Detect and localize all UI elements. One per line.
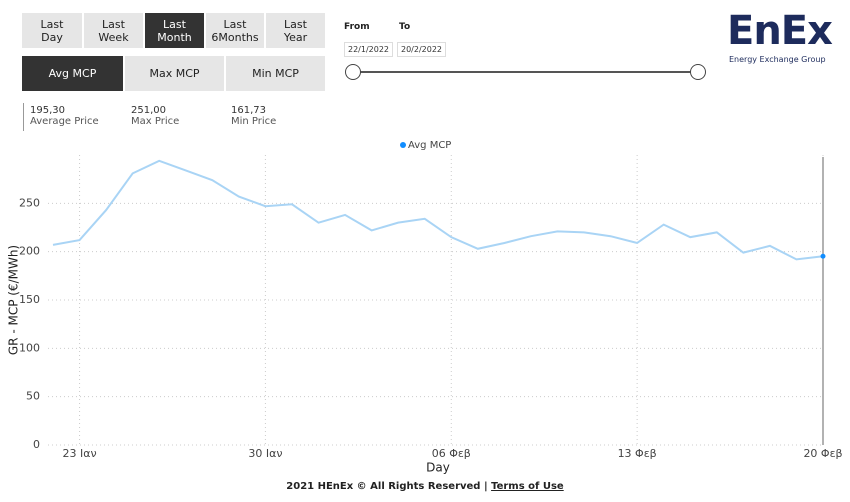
footer-text: 2021 HEnEx © All Rights Reserved | xyxy=(286,481,492,492)
period-button[interactable]: Last Year xyxy=(266,13,325,48)
y-tick-label: 200 xyxy=(19,245,40,258)
x-axis-title: Day xyxy=(426,461,450,475)
legend-marker xyxy=(400,142,406,148)
measure-button[interactable]: Max MCP xyxy=(125,56,224,91)
terms-link[interactable]: Terms of Use xyxy=(491,481,564,492)
point xyxy=(820,253,826,259)
stat-value: 195,30 xyxy=(30,105,65,116)
logo-title: EnEx xyxy=(727,8,833,54)
stat: 161,73 Min Price xyxy=(231,105,276,127)
x-tick-label: 13 Φεβ xyxy=(618,447,657,460)
y-tick-label: 250 xyxy=(19,196,40,209)
slider-handle[interactable] xyxy=(690,64,706,80)
stat-value: 161,73 xyxy=(231,105,266,116)
footer: 2021 HEnEx © All Rights Reserved | Terms… xyxy=(0,481,850,492)
y-tick-label: 100 xyxy=(19,341,40,354)
from-label: From xyxy=(344,22,370,32)
x-tick-label: 20 Φεβ xyxy=(803,447,842,460)
line xyxy=(52,159,824,261)
y-axis-title: GR - MCP (€/MWh) xyxy=(7,245,21,355)
y-tick-label: 50 xyxy=(26,390,40,403)
measure-button[interactable]: Min MCP xyxy=(226,56,325,91)
stat-label: Average Price xyxy=(30,116,99,127)
stats-border xyxy=(23,103,24,131)
x-tick-label: 06 Φεβ xyxy=(432,447,471,460)
period-button[interactable]: Last 6Months xyxy=(206,13,264,48)
legend-label: Avg MCP xyxy=(408,140,451,151)
stat: 251,00 Max Price xyxy=(131,105,179,127)
measure-button[interactable]: Avg MCP xyxy=(22,56,123,91)
period-button[interactable]: Last Month xyxy=(145,13,204,48)
period-button[interactable]: Last Week xyxy=(84,13,143,48)
y-tick-label: 0 xyxy=(33,438,40,451)
x-tick-label: 23 Ιαν xyxy=(62,447,96,460)
y-tick-label: 150 xyxy=(19,293,40,306)
x-tick-label: 30 Ιαν xyxy=(248,447,282,460)
slider-handle[interactable] xyxy=(345,64,361,80)
stat-label: Max Price xyxy=(131,116,180,127)
to-label: To xyxy=(399,22,411,32)
slider-track xyxy=(353,71,698,73)
stat: 195,30 Average Price xyxy=(30,105,99,127)
stat-value: 251,00 xyxy=(131,105,166,116)
to-date[interactable]: 20/2/2022 xyxy=(397,42,447,57)
stat-label: Min Price xyxy=(231,116,277,127)
period-button[interactable]: Last Day xyxy=(22,13,82,48)
logo-subtitle: Energy Exchange Group xyxy=(729,55,826,64)
from-date[interactable]: 22/1/2022 xyxy=(344,42,394,57)
